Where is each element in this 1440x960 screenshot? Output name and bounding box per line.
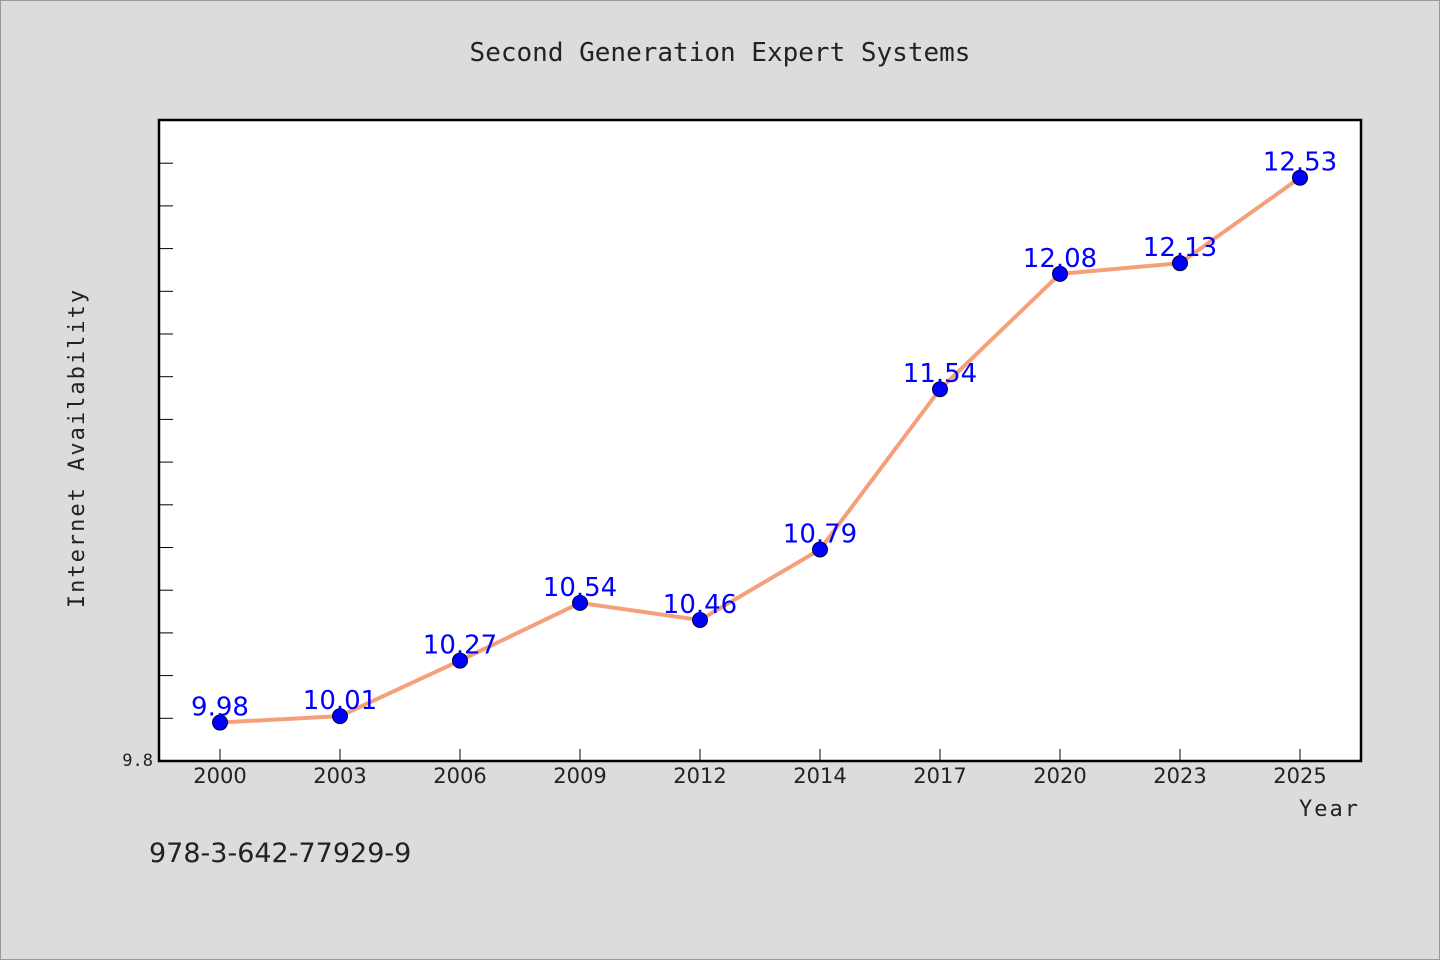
data-label: 12.13 [1143,233,1217,263]
data-label: 12.53 [1263,148,1337,178]
plot-area [157,118,1363,763]
x-tick-label: 2012 [673,764,726,788]
data-label: 10.01 [303,686,377,716]
x-tick-label: 2017 [913,764,966,788]
data-point [932,381,948,398]
data-label: 10.46 [663,590,737,620]
x-tick-label: 2009 [553,764,606,788]
x-tick-label: 2003 [313,764,366,788]
data-label: 10.54 [543,573,617,603]
y-tick-label: 9.8 [122,751,153,771]
data-point [212,714,228,731]
data-label: 10.27 [423,631,497,661]
x-axis-label: Year [1299,797,1360,822]
x-axis-ticks: 2000 2003 2006 2009 2012 2014 2017 2020 2023 2025 [193,749,1327,788]
x-tick-label: 2000 [193,764,246,788]
y-minor-ticks [159,162,173,719]
data-point [1172,255,1188,272]
y-axis-label: Internet Availability [65,288,90,608]
chart-title: Second Generation Expert Systems [470,38,971,68]
isbn-text: 978-3-642-77929-9 [149,838,411,869]
data-label: 11.54 [903,359,977,389]
data-point [572,594,588,611]
data-point [332,708,348,725]
data-label: 10.79 [783,519,857,549]
data-point [452,652,468,669]
data-point [1292,169,1308,186]
data-point [692,611,708,628]
series-line [218,175,1302,725]
data-point [1052,265,1068,282]
series-1: 9.98 10.01 10.27 10.54 10.46 10.79 11.54 12.08 1… [191,148,1337,731]
x-tick-label: 2006 [433,764,486,788]
x-tick-label: 2023 [1153,764,1206,788]
x-tick-label: 2014 [793,764,846,788]
x-tick-label: 2020 [1033,764,1086,788]
data-label: 12.08 [1023,244,1097,274]
x-tick-label: 2025 [1273,764,1326,788]
data-label: 9.98 [191,693,249,723]
data-point [812,541,828,558]
